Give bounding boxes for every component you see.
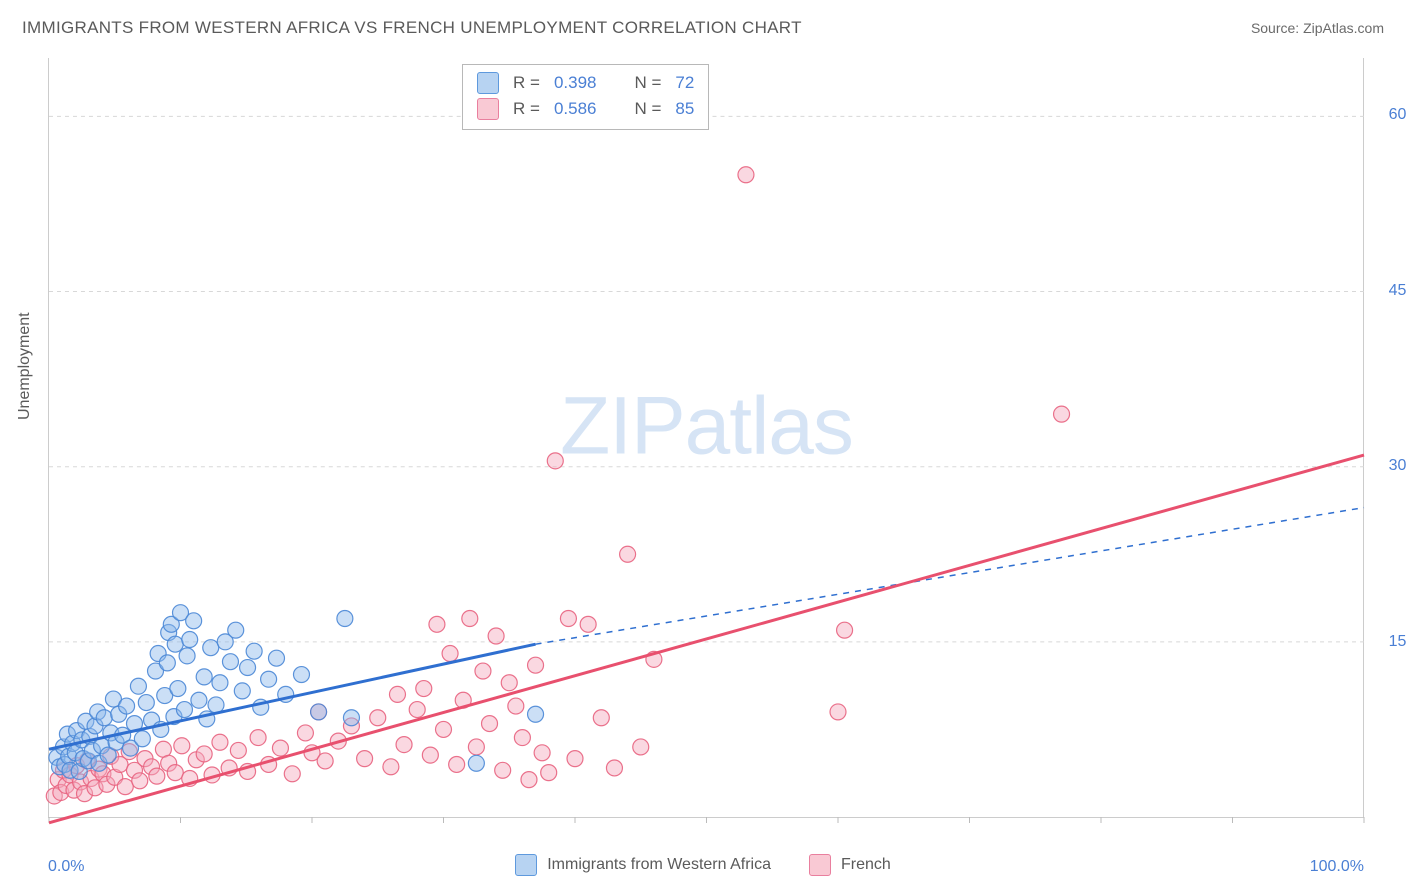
- swatch-series-a: [477, 72, 499, 94]
- swatch-a-icon: [515, 854, 537, 876]
- source-value: ZipAtlas.com: [1303, 20, 1384, 36]
- legend-label-a: Immigrants from Western Africa: [547, 856, 771, 874]
- n-value-a: 72: [675, 73, 694, 93]
- legend-item-b: French: [809, 854, 891, 876]
- n-label: N =: [634, 73, 661, 93]
- y-tick-label: 30.0%: [1374, 457, 1406, 475]
- chart-title: IMMIGRANTS FROM WESTERN AFRICA VS FRENCH…: [22, 18, 802, 38]
- x-max-label: 100.0%: [1310, 858, 1364, 876]
- r-label: R =: [513, 99, 540, 119]
- n-label: N =: [634, 99, 661, 119]
- stats-legend: R = 0.398 N = 72 R = 0.586 N = 85: [462, 64, 709, 130]
- bottom-legend: Immigrants from Western Africa French: [0, 854, 1406, 876]
- r-value-a: 0.398: [554, 73, 597, 93]
- swatch-b-icon: [809, 854, 831, 876]
- chart-source: Source: ZipAtlas.com: [1251, 20, 1384, 36]
- r-label: R =: [513, 73, 540, 93]
- legend-label-b: French: [841, 856, 891, 874]
- y-axis-title: Unemployment: [16, 312, 34, 420]
- x-min-label: 0.0%: [48, 858, 84, 876]
- chart-header: IMMIGRANTS FROM WESTERN AFRICA VS FRENCH…: [22, 18, 1384, 38]
- n-value-b: 85: [675, 99, 694, 119]
- r-value-b: 0.586: [554, 99, 597, 119]
- stats-row-a: R = 0.398 N = 72: [477, 70, 694, 96]
- stats-row-b: R = 0.586 N = 85: [477, 96, 694, 122]
- y-tick-label: 15.0%: [1374, 633, 1406, 651]
- y-tick-label: 60.0%: [1374, 106, 1406, 124]
- y-tick-label: 45.0%: [1374, 282, 1406, 300]
- plot-area: ZIPatlas 15.0%30.0%45.0%60.0%: [48, 58, 1364, 818]
- swatch-series-b: [477, 98, 499, 120]
- chart-svg: [49, 58, 1364, 817]
- source-label: Source:: [1251, 20, 1299, 36]
- legend-item-a: Immigrants from Western Africa: [515, 854, 771, 876]
